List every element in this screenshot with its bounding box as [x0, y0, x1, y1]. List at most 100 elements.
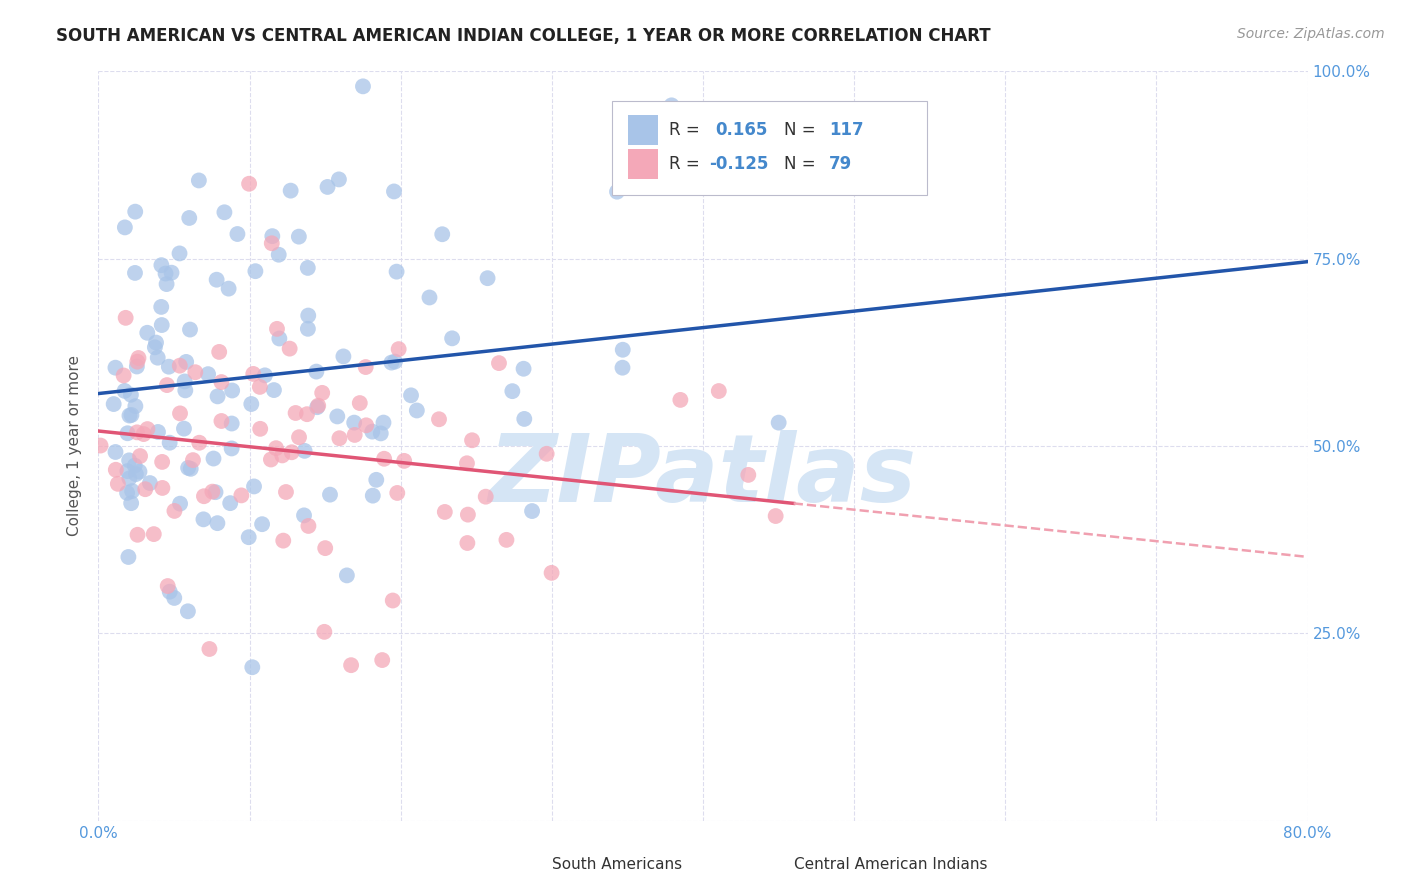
Point [314, 624, 336, 639]
Point [264, 441, 287, 455]
Point [457, 508, 479, 522]
Point [150, 318, 173, 332]
Point [207, 389, 229, 403]
Point [456, 456, 478, 470]
Point [221, 384, 243, 398]
Text: R =: R = [669, 154, 706, 172]
Point [280, 184, 302, 198]
Point [267, 248, 290, 262]
Text: N =: N = [785, 120, 821, 139]
Point [118, 471, 141, 485]
Point [512, 361, 534, 376]
Point [211, 414, 233, 428]
Point [146, 351, 169, 365]
Point [124, 204, 146, 219]
Point [606, 185, 628, 199]
Point [307, 399, 329, 413]
Point [243, 479, 266, 493]
Point [142, 527, 165, 541]
Point [427, 412, 450, 426]
Point [117, 549, 139, 564]
Point [307, 401, 329, 415]
Point [125, 359, 148, 374]
Point [177, 604, 200, 618]
Text: Source: ZipAtlas.com: Source: ZipAtlas.com [1237, 27, 1385, 41]
Point [405, 403, 427, 417]
Point [399, 388, 422, 402]
Point [260, 452, 283, 467]
Point [125, 467, 148, 482]
Point [226, 227, 249, 241]
Point [104, 445, 127, 459]
Point [536, 447, 558, 461]
Point [249, 380, 271, 394]
FancyBboxPatch shape [613, 102, 927, 195]
Text: SOUTH AMERICAN VS CENTRAL AMERICAN INDIAN COLLEGE, 1 YEAR OR MORE CORRELATION CH: SOUTH AMERICAN VS CENTRAL AMERICAN INDIA… [56, 27, 991, 45]
Point [180, 462, 202, 476]
Point [352, 79, 374, 94]
Point [280, 445, 302, 459]
Point [145, 335, 167, 350]
Point [271, 533, 294, 548]
Point [316, 180, 339, 194]
Point [104, 463, 127, 477]
Point [737, 467, 759, 482]
Point [124, 266, 146, 280]
Point [288, 430, 311, 444]
Point [349, 396, 371, 410]
Point [150, 455, 173, 469]
Point [193, 512, 215, 526]
Point [103, 397, 125, 411]
Point [188, 435, 211, 450]
Text: R =: R = [669, 120, 706, 139]
Point [292, 508, 315, 523]
Point [115, 486, 138, 500]
Point [118, 409, 141, 423]
Point [336, 568, 359, 582]
Point [520, 504, 543, 518]
Point [156, 378, 179, 392]
Point [392, 454, 415, 468]
Point [209, 375, 232, 389]
Point [193, 489, 215, 503]
Point [221, 417, 243, 431]
Point [284, 406, 307, 420]
Point [127, 528, 149, 542]
Point [262, 229, 284, 244]
Point [117, 464, 139, 478]
Point [240, 397, 263, 411]
Point [159, 584, 181, 599]
Point [139, 476, 162, 491]
Point [187, 173, 209, 187]
Point [156, 579, 179, 593]
Point [271, 449, 294, 463]
Point [118, 453, 141, 467]
Point [612, 360, 634, 375]
Point [169, 246, 191, 260]
Point [433, 505, 456, 519]
Point [197, 367, 219, 381]
Point [120, 496, 142, 510]
Point [143, 340, 166, 354]
Point [117, 426, 139, 441]
Point [278, 342, 301, 356]
Point [173, 422, 195, 436]
Point [169, 406, 191, 420]
Point [612, 343, 634, 357]
Point [513, 412, 536, 426]
Point [385, 265, 408, 279]
Point [260, 236, 283, 251]
Text: ZIPatlas: ZIPatlas [489, 430, 917, 522]
Text: -0.125: -0.125 [709, 154, 769, 172]
Point [354, 418, 377, 433]
Point [373, 416, 395, 430]
Point [136, 326, 159, 340]
Point [311, 385, 333, 400]
Point [387, 486, 409, 500]
Point [707, 384, 730, 398]
Point [294, 443, 316, 458]
Point [205, 273, 228, 287]
Point [181, 453, 204, 467]
Point [242, 367, 264, 381]
Point [361, 425, 384, 439]
